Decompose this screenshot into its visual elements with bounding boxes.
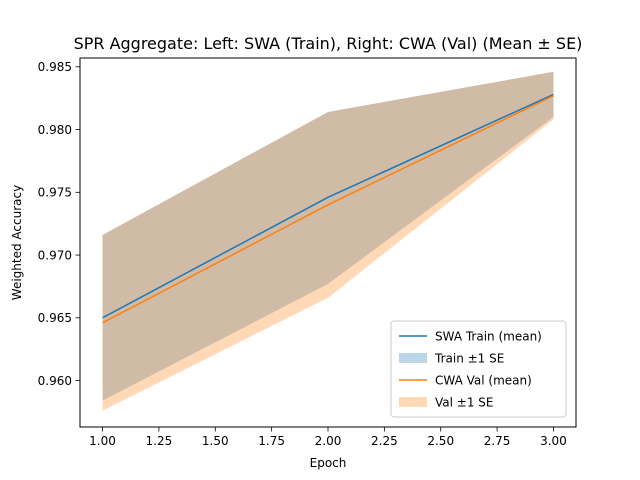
- legend-box: [390, 320, 567, 418]
- x-tick-label: 2.50: [427, 434, 454, 448]
- mean-line-series-1: [102, 94, 554, 324]
- x-tick-label: 1.75: [258, 434, 285, 448]
- legend-patch-swatch: [399, 397, 427, 407]
- legend-label: SWA Train (mean): [435, 329, 542, 343]
- x-tick-label: 2.75: [484, 434, 511, 448]
- se-band-series-1: [102, 71, 554, 411]
- axis-ticks: 1.00 1.25 1.50 1.75 2.00 2.25 2.50 2.75 3.00 0.96…: [38, 60, 567, 448]
- legend-entry-mean-1: CWA Val (mean): [399, 373, 532, 387]
- legend-label: CWA Val (mean): [435, 373, 532, 387]
- y-tick-label: 0.975: [38, 186, 72, 200]
- legend-entry-band-1: Val ±1 SE: [399, 395, 493, 409]
- legend-entry-mean-0: SWA Train (mean): [399, 329, 542, 343]
- y-tick-label: 0.970: [38, 248, 72, 262]
- se-band-series-0: [102, 71, 554, 401]
- legend-patch-swatch: [399, 353, 427, 363]
- x-tick-label: 1.00: [89, 434, 116, 448]
- legend-label: Val ±1 SE: [435, 395, 493, 409]
- y-tick-label: 0.965: [38, 311, 72, 325]
- plot-frame: [79, 57, 577, 428]
- x-axis-label: Epoch: [310, 456, 347, 470]
- x-tick-label: 2.25: [371, 434, 398, 448]
- x-tick-label: 1.50: [202, 434, 229, 448]
- legend: SWA Train (mean) Train ±1 SE CWA Val (mean…: [390, 320, 567, 418]
- mean-line-series-0: [102, 93, 554, 319]
- legend-label: Train ±1 SE: [434, 351, 504, 365]
- x-tick-label: 1.25: [146, 434, 173, 448]
- x-tick-label: 2.00: [315, 434, 342, 448]
- y-tick-label: 0.980: [38, 123, 72, 137]
- legend-entry-band-0: Train ±1 SE: [399, 351, 504, 365]
- chart-title: SPR Aggregate: Left: SWA (Train), Right:…: [74, 34, 583, 53]
- y-tick-label: 0.960: [38, 374, 72, 388]
- plot-area: [102, 71, 554, 411]
- y-tick-label: 0.985: [38, 60, 72, 74]
- x-tick-label: 3.00: [540, 434, 567, 448]
- y-axis-label: Weighted Accuracy: [10, 185, 24, 300]
